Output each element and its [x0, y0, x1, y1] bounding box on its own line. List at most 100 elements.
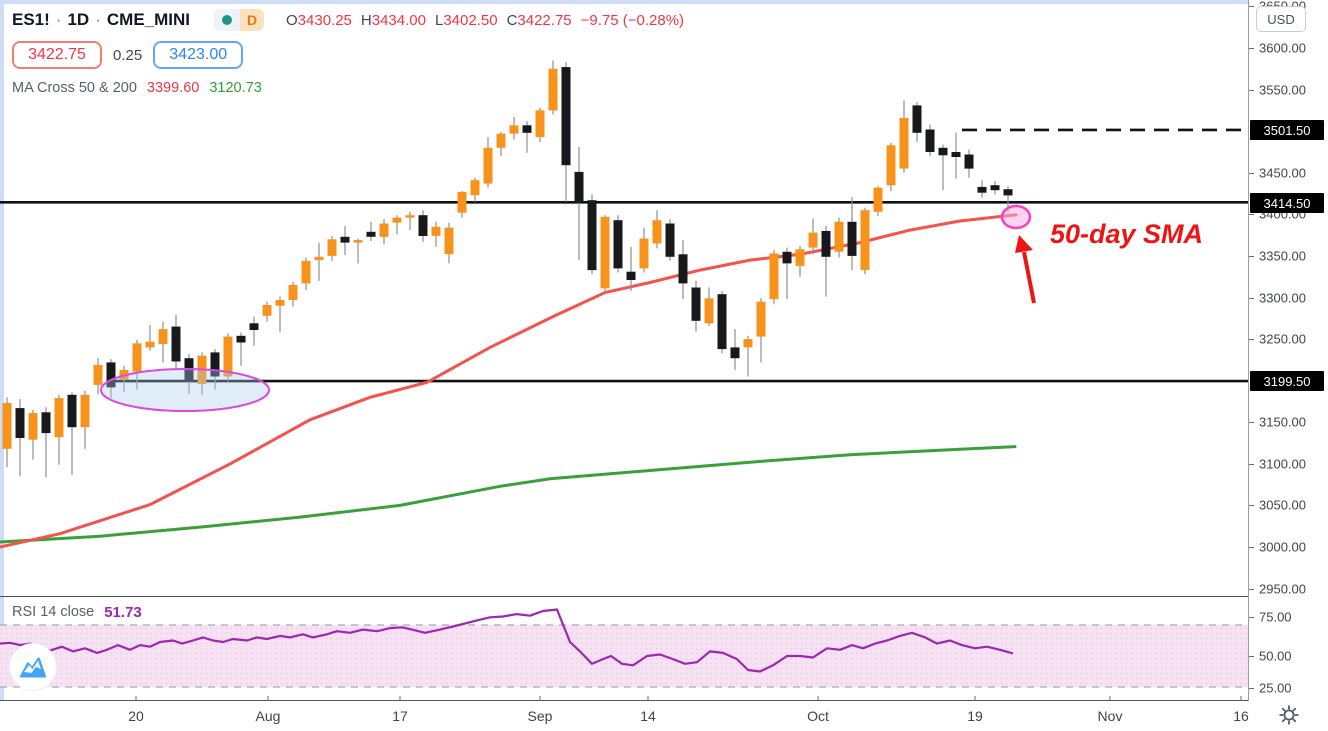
- price-axis-tick: [1249, 298, 1254, 299]
- candle: [106, 359, 116, 399]
- candle-body: [925, 129, 935, 152]
- candle-body: [535, 110, 545, 137]
- ma-cross-label[interactable]: MA Cross 50 & 200: [12, 80, 137, 96]
- time-axis[interactable]: 20 Aug 17 Sep 14 Oct 19 Nov 16: [0, 696, 1328, 731]
- candle: [418, 210, 428, 242]
- rsi-line[interactable]: [0, 608, 1014, 673]
- candle-body: [392, 217, 402, 223]
- candle-body: [275, 300, 285, 306]
- price-axis-tick: [1249, 6, 1254, 7]
- candle: [561, 62, 571, 202]
- candle: [665, 219, 675, 261]
- time-axis-label: 16: [1233, 708, 1249, 724]
- time-axis-label: Sep: [527, 708, 553, 724]
- candle-body: [899, 117, 909, 169]
- candle: [964, 149, 974, 178]
- candle: [756, 298, 766, 363]
- symbol-legend[interactable]: ES1! · 1D · CME_MINI D O3430.25 H3434.00…: [12, 9, 684, 31]
- candle: [977, 180, 987, 198]
- candle: [847, 196, 857, 271]
- candle: [483, 137, 493, 188]
- candle: [600, 215, 610, 294]
- arrow-annotation-shaft[interactable]: [1022, 251, 1036, 304]
- candle-body: [834, 221, 844, 252]
- buy-ask-button[interactable]: 3423.00: [153, 41, 244, 69]
- candle-body: [249, 323, 259, 330]
- candle: [28, 409, 38, 460]
- low-label: L: [434, 11, 444, 29]
- main-price-pane[interactable]: 50-day SMA: [0, 0, 1248, 596]
- candle-body: [691, 287, 701, 321]
- candle: [327, 236, 337, 261]
- rsi-legend[interactable]: RSI 14 close 51.73: [12, 604, 142, 621]
- price-axis-label: 3050.00: [1259, 497, 1306, 513]
- price-level-tag: 3199.50: [1250, 371, 1324, 391]
- sma200-line[interactable]: [0, 445, 1017, 544]
- candle: [145, 325, 155, 351]
- candle: [223, 333, 233, 382]
- settings-gear-icon[interactable]: [1278, 704, 1300, 726]
- close-value: 3422.75: [517, 11, 572, 29]
- candle: [301, 257, 311, 290]
- rsi-pane[interactable]: [0, 597, 1248, 701]
- sell-bid-button[interactable]: 3422.75: [12, 41, 102, 69]
- high-value: 3434.00: [371, 11, 426, 29]
- symbol-name[interactable]: ES1!: [12, 10, 50, 29]
- candle: [275, 296, 285, 333]
- candle-body: [132, 343, 142, 372]
- candle: [288, 281, 298, 307]
- candle-body: [600, 216, 610, 289]
- candle-body: [470, 180, 480, 196]
- time-axis-tick: [135, 696, 137, 701]
- arrow-annotation-head: [1015, 235, 1033, 253]
- candle: [587, 194, 597, 275]
- candle: [392, 215, 402, 235]
- time-axis-tick: [399, 696, 401, 701]
- time-axis-tick: [539, 696, 541, 701]
- sma-text-annotation[interactable]: 50-day SMA: [1050, 219, 1203, 249]
- price-axis-tick: [1249, 547, 1254, 548]
- candle-body: [106, 362, 116, 388]
- candle-body: [210, 352, 220, 377]
- candle: [158, 321, 168, 363]
- candle-body: [496, 133, 506, 148]
- candle-body: [353, 240, 363, 243]
- ma-cross-legend[interactable]: MA Cross 50 & 200 3399.60 3120.73: [12, 80, 262, 96]
- candle: [522, 121, 532, 153]
- currency-usd-button[interactable]: USD: [1256, 6, 1306, 32]
- rsi-label[interactable]: RSI 14 close: [12, 604, 95, 620]
- candle-body: [847, 221, 857, 256]
- candle: [808, 218, 818, 255]
- candle: [886, 142, 896, 192]
- consolidation-ellipse-annotation[interactable]: [100, 368, 270, 412]
- candle: [93, 358, 103, 394]
- candle-body: [2, 403, 12, 449]
- price-axis[interactable]: 3650.003600.003550.003450.003400.003350.…: [1249, 0, 1328, 731]
- price-axis-tick: [1249, 505, 1254, 506]
- time-axis-tick: [974, 696, 976, 701]
- data-mode-pill[interactable]: D: [214, 9, 264, 31]
- candle: [613, 215, 623, 273]
- time-axis-border: [0, 700, 1328, 701]
- sma-touch-circle-annotation[interactable]: [1000, 204, 1032, 230]
- candle: [457, 191, 467, 218]
- open-value: 3430.25: [297, 11, 352, 29]
- exchange-label[interactable]: CME_MINI: [106, 10, 190, 29]
- pane-divider[interactable]: [0, 596, 1328, 597]
- candle: [366, 221, 376, 241]
- price-axis-label: 2950.00: [1259, 581, 1306, 597]
- candle: [405, 211, 415, 231]
- open-label: O: [286, 11, 298, 29]
- candle-body: [54, 398, 64, 438]
- price-axis-tick: [1249, 90, 1254, 91]
- candle-body: [795, 249, 805, 266]
- price-axis-label: 50.00: [1259, 648, 1292, 664]
- candle-body: [808, 232, 818, 248]
- candle: [314, 242, 324, 281]
- interval-label[interactable]: 1D: [67, 10, 90, 29]
- candle-body: [444, 227, 454, 255]
- tradingview-logo[interactable]: [10, 644, 56, 690]
- candle-body: [1003, 189, 1013, 196]
- price-axis-label: 25.00: [1259, 680, 1292, 696]
- candle-body: [769, 253, 779, 300]
